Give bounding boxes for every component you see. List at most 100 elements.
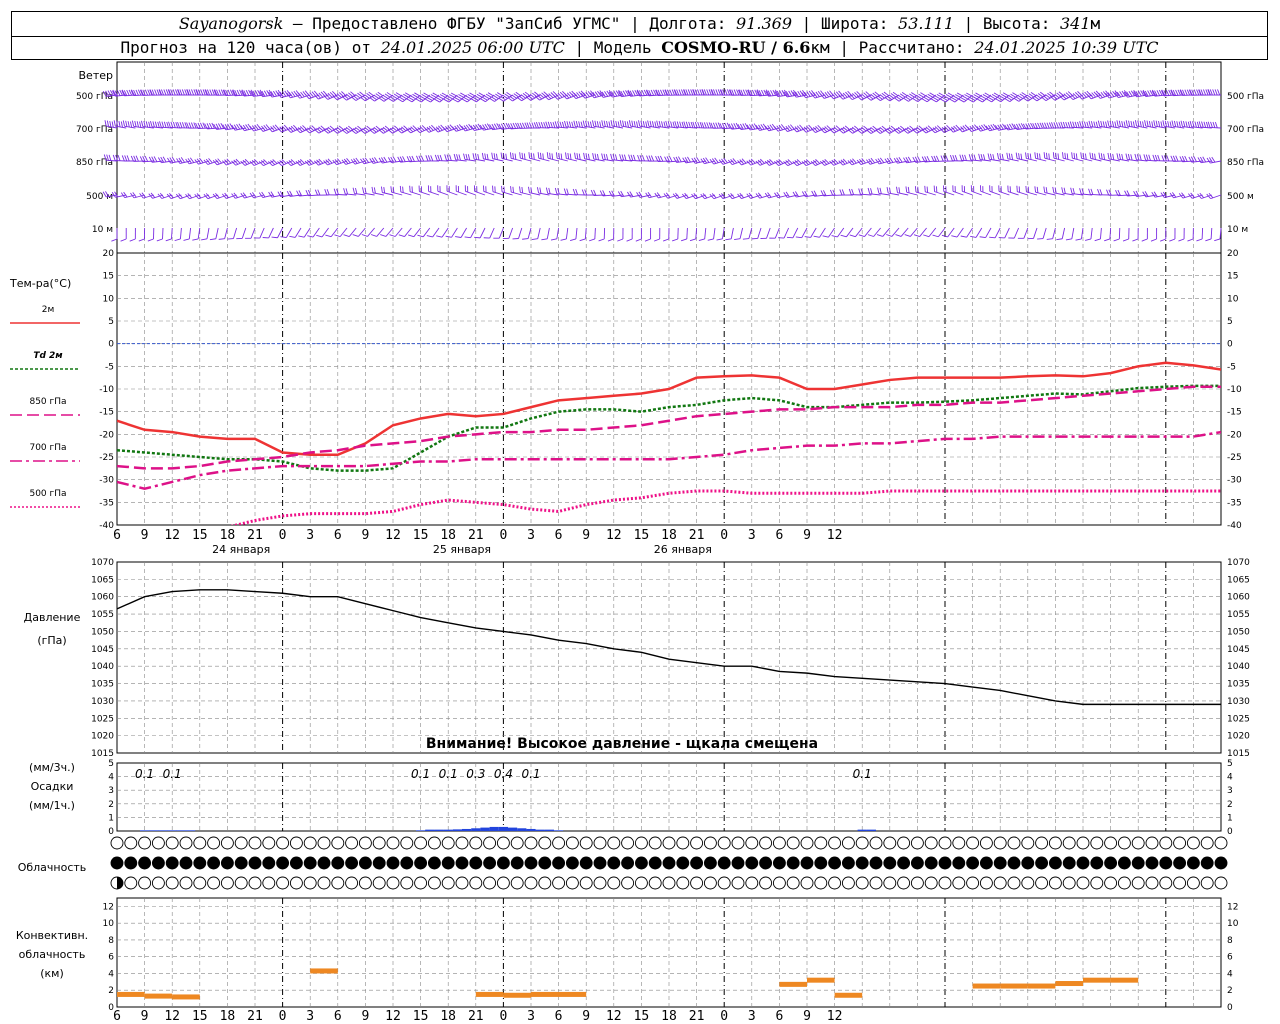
- wind-barb-flag: [111, 121, 114, 128]
- cloud-symbol: [1062, 836, 1076, 850]
- wind-barb-flag: [442, 126, 448, 132]
- wind-barb-flag: [666, 156, 671, 163]
- wind-barb: [985, 227, 992, 238]
- wind-barb-flag: [167, 89, 171, 96]
- cloud-symbol: [496, 856, 510, 870]
- conv-ytick-left: 12: [103, 902, 114, 912]
- wind-barb-flag: [657, 89, 661, 96]
- wind-barb-flag: [520, 94, 527, 99]
- wind-barb-flag: [1098, 92, 1103, 98]
- cloud-symbol: [662, 876, 676, 890]
- wind-barb-flag: [412, 93, 418, 98]
- cloud-symbol: [1104, 876, 1118, 890]
- wind-barb-flag: [718, 159, 724, 165]
- wind-barb: [161, 126, 173, 129]
- wind-barb-flag: [583, 92, 588, 98]
- wind-barb-flag: [403, 125, 409, 131]
- wind-barb: [364, 127, 375, 134]
- cloud-symbol: [455, 856, 469, 870]
- wind-barb-flag: [469, 92, 475, 97]
- wind-barb-flag: [820, 190, 825, 197]
- wind-barb: [1136, 159, 1148, 162]
- wind-barb-flag: [737, 124, 742, 130]
- precip-ytick-right: 1: [1227, 813, 1233, 823]
- wind-barb-flag: [1049, 91, 1055, 97]
- wind-barb-flag: [629, 90, 634, 97]
- wind-barb-flag: [623, 154, 627, 161]
- wind-barb-flag: [1106, 189, 1110, 196]
- wind-barb-flag: [690, 121, 694, 128]
- wind-barb: [1099, 227, 1102, 239]
- wind-barb-flag: [242, 124, 248, 131]
- wind-barb-flag: [727, 89, 731, 96]
- wind-barb-flag: [580, 93, 586, 99]
- wind-barb-flag: [1107, 152, 1110, 159]
- conv-segment: [531, 991, 587, 997]
- wind-barb-flag: [263, 90, 268, 97]
- wind-barb-flag: [564, 93, 570, 99]
- wind-barb-flag: [990, 124, 995, 130]
- wind-barb-flag: [186, 122, 190, 129]
- wind-barb-flag: [199, 122, 204, 129]
- wind-barb-flag: [1186, 89, 1191, 96]
- wind-barb-flag: [477, 123, 482, 130]
- wind-barb: [810, 227, 817, 238]
- xtick-hour-top: 15: [192, 528, 208, 543]
- conv-ytick-left: 10: [103, 919, 115, 929]
- wind-barb-flag: [1013, 124, 1018, 130]
- cloud-symbol: [400, 836, 414, 850]
- wind-barb-flag: [749, 89, 753, 96]
- wind-barb-flag: [1062, 121, 1066, 128]
- wind-barb-flag: [992, 154, 995, 161]
- xtick-hour-bottom: 15: [413, 1009, 429, 1024]
- wind-barb-flag: [1086, 121, 1089, 128]
- wind-barb-flag: [1190, 156, 1195, 163]
- wind-barb-flag: [181, 122, 185, 129]
- cloud-symbol: [1048, 836, 1062, 850]
- wind-barb-flag: [602, 190, 606, 196]
- wind-barb: [593, 94, 605, 99]
- wind-barb-flag: [781, 90, 786, 96]
- wind-barb-flag: [1103, 153, 1106, 160]
- wind-barb-flag: [1121, 121, 1124, 128]
- wind-barb-flag: [166, 193, 172, 199]
- wind-barb: [411, 94, 421, 103]
- wind-barb-flag: [812, 160, 818, 165]
- xtick-hour-bottom: 6: [775, 1009, 783, 1024]
- wind-barb-flag: [637, 154, 641, 161]
- wind-barb-flag: [903, 157, 907, 164]
- header: Sayanogorsk – Предоставлено ФГБУ "ЗапСиб…: [11, 11, 1268, 60]
- xtick-hour-top: 15: [413, 528, 429, 543]
- cloud-symbol: [469, 876, 483, 890]
- wind-barb-flag: [1100, 91, 1106, 98]
- wind-barb: [460, 227, 467, 238]
- wind-barb-flag: [341, 91, 347, 96]
- wind-barb-flag: [225, 89, 229, 96]
- wind-barb: [870, 94, 881, 101]
- wind-barb-flag: [1198, 89, 1202, 96]
- wind-barb-flag: [829, 94, 834, 100]
- wind-barb-flag: [565, 152, 567, 159]
- wind-barb-flag: [1163, 155, 1167, 162]
- wind-barb-flag: [174, 238, 181, 242]
- cloud-symbol: [414, 876, 428, 890]
- wind-barb-flag: [1043, 95, 1049, 100]
- wind-barb-flag: [647, 191, 652, 198]
- wind-barb: [285, 227, 293, 238]
- wind-barb: [492, 158, 504, 162]
- wind-barb-flag: [352, 187, 355, 194]
- wind-barb-flag: [655, 89, 659, 96]
- wind-barb-flag: [886, 128, 892, 133]
- conv-segment: [1000, 983, 1028, 989]
- wind-barb-flag: [107, 90, 112, 97]
- conv-segment: [779, 981, 807, 987]
- wind-barb: [1007, 158, 1019, 162]
- wind-barb-flag: [688, 121, 691, 128]
- wind-barb-flag: [679, 121, 682, 128]
- wind-barb: [501, 158, 513, 162]
- wind-barb: [455, 159, 467, 162]
- xtick-hour-bottom: 12: [164, 1009, 180, 1024]
- wind-barb-flag: [1135, 91, 1140, 97]
- wind-barb-flag: [258, 126, 264, 132]
- wind-barb-flag: [897, 94, 904, 99]
